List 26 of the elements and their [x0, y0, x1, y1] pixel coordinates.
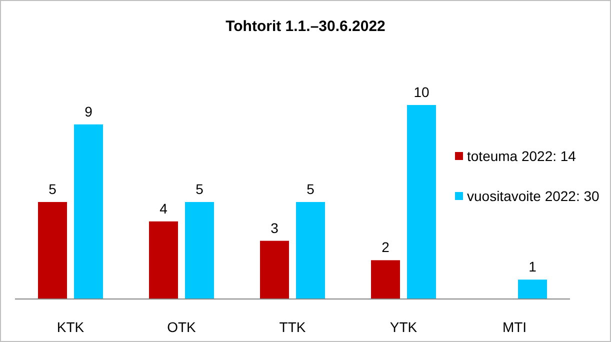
- legend-label: vuositavoite 2022: 30: [467, 188, 600, 204]
- x-tick-label: YTK: [390, 319, 418, 335]
- bar: [296, 202, 325, 299]
- data-label: 3: [270, 220, 279, 236]
- bar: [74, 124, 103, 299]
- bar: [518, 280, 547, 299]
- bar: [185, 202, 214, 299]
- legend-label: toteuma 2022: 14: [467, 148, 576, 164]
- bar: [149, 221, 178, 299]
- data-label: 4: [160, 200, 168, 216]
- bar: [38, 202, 67, 299]
- data-label: 10: [414, 84, 430, 100]
- data-label: 5: [48, 181, 57, 197]
- x-tick-label: KTK: [56, 319, 85, 335]
- data-label: 5: [306, 181, 315, 197]
- data-label: 9: [84, 103, 93, 120]
- bar: [371, 260, 400, 299]
- chart-title: Tohtorit 1.1.–30.6.2022: [226, 18, 386, 35]
- data-label: 2: [382, 239, 390, 256]
- bar: [260, 240, 289, 299]
- x-tick-label: MTI: [502, 319, 527, 335]
- x-tick-label: OTK: [167, 319, 197, 335]
- x-tick-label: TTK: [279, 319, 306, 335]
- data-label: 5: [196, 181, 204, 197]
- data-label: 1: [528, 258, 537, 275]
- bar: [407, 105, 436, 299]
